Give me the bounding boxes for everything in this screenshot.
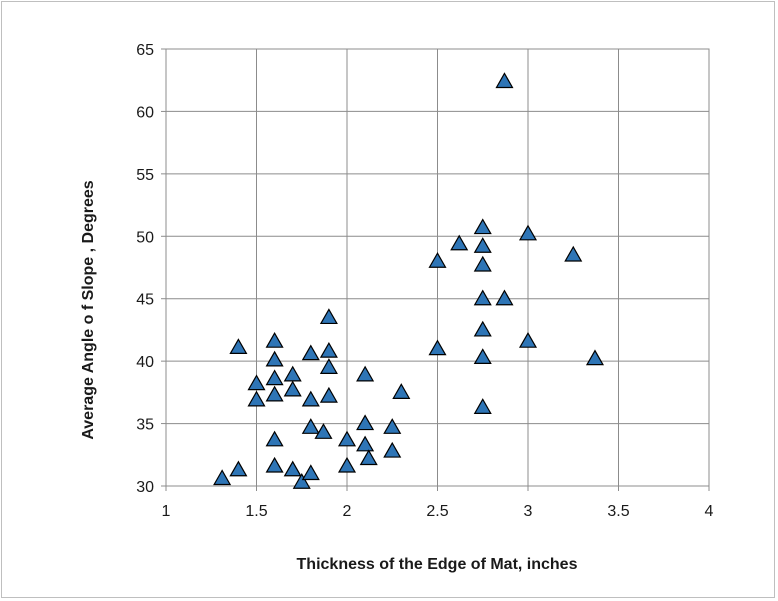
y-tick-label: 40 xyxy=(136,354,154,371)
data-point xyxy=(473,255,492,272)
gridlines xyxy=(161,48,710,491)
data-point xyxy=(359,449,378,466)
data-point xyxy=(229,338,248,355)
x-tick-label: 3.5 xyxy=(607,503,629,520)
data-point xyxy=(337,456,357,473)
data-point xyxy=(473,289,492,306)
y-tick-labels: 30 35 40 45 50 55 60 65 xyxy=(136,42,154,496)
x-axis-title: Thickness of the Edge of Mat, inches xyxy=(297,556,578,573)
data-point xyxy=(473,218,492,235)
data-point xyxy=(265,456,284,473)
data-point xyxy=(356,365,375,382)
plot-area-rect xyxy=(165,48,710,487)
data-point xyxy=(283,380,302,397)
data-point xyxy=(518,224,538,241)
data-point xyxy=(301,418,320,434)
data-point xyxy=(283,365,302,382)
x-tick-label: 1.5 xyxy=(245,503,267,520)
data-point xyxy=(265,331,284,348)
data-point xyxy=(314,423,333,439)
data-point xyxy=(495,72,514,89)
y-tick-label: 55 xyxy=(136,167,154,184)
y-tick-label: 35 xyxy=(136,417,154,434)
x-tick-label: 2 xyxy=(343,503,352,520)
data-point xyxy=(473,237,492,253)
data-point xyxy=(319,386,338,403)
data-point xyxy=(383,418,402,434)
data-point xyxy=(292,473,311,489)
data-point xyxy=(564,245,583,262)
data-point xyxy=(247,374,266,391)
y-tick-label: 45 xyxy=(136,292,154,309)
data-point xyxy=(265,369,284,386)
data-point xyxy=(473,320,492,337)
data-point xyxy=(247,390,266,407)
data-point xyxy=(473,398,492,414)
data-point xyxy=(229,460,248,477)
data-point xyxy=(265,350,284,367)
data-point xyxy=(356,414,375,431)
data-point xyxy=(383,441,402,458)
data-point xyxy=(473,348,492,364)
data-point xyxy=(301,464,320,481)
data-point xyxy=(428,339,447,356)
y-axis-title: Average Angle o f Slope , Degrees xyxy=(80,180,97,439)
x-tick-label: 3 xyxy=(524,503,533,520)
data-point xyxy=(319,358,338,374)
data-point xyxy=(428,252,447,268)
data-point xyxy=(319,341,338,358)
data-point xyxy=(337,430,357,447)
plot-area-border xyxy=(165,48,710,487)
data-point xyxy=(392,383,411,399)
data-point xyxy=(356,435,375,452)
data-point xyxy=(585,349,605,366)
data-point xyxy=(301,344,320,361)
x-tick-label: 1 xyxy=(162,503,171,520)
data-point xyxy=(450,234,469,251)
x-tick-label: 2.5 xyxy=(426,503,448,520)
data-point xyxy=(301,390,320,407)
data-point xyxy=(319,308,338,325)
data-point xyxy=(265,430,284,447)
y-tick-label: 60 xyxy=(136,104,154,121)
x-tick-label: 4 xyxy=(705,503,714,520)
y-tick-label: 50 xyxy=(136,229,154,246)
data-point xyxy=(283,460,302,477)
data-point xyxy=(495,289,514,306)
y-tick-label: 30 xyxy=(136,479,154,496)
data-point xyxy=(518,331,538,348)
x-tick-labels: 1 1.5 2 2.5 3 3.5 4 xyxy=(162,503,714,520)
data-point xyxy=(265,385,284,402)
data-point xyxy=(213,469,232,486)
y-tick-label: 65 xyxy=(136,42,154,59)
data-points xyxy=(213,72,605,489)
